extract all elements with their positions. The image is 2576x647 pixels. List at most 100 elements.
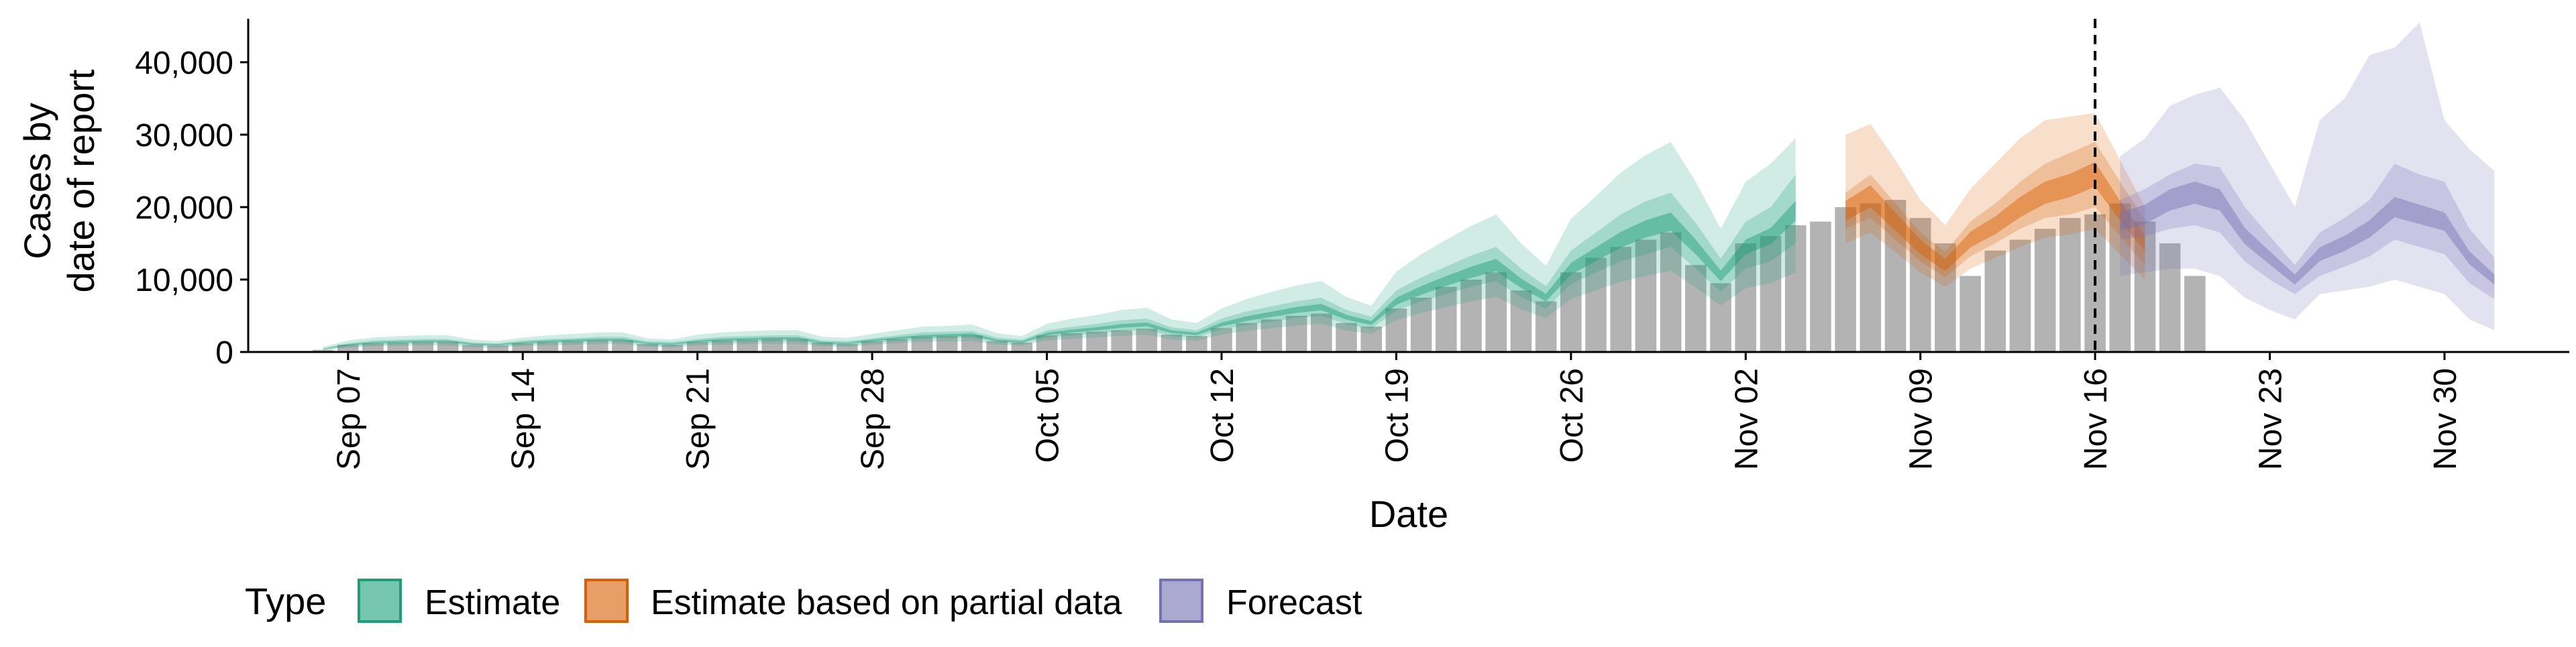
- case-bar: [1036, 335, 1058, 352]
- case-bar: [387, 343, 409, 352]
- case-bar: [986, 341, 1008, 352]
- y-axis-title-line2: date of report: [60, 69, 102, 293]
- reported-cases-bars: [312, 200, 2206, 352]
- case-bar: [362, 343, 384, 352]
- x-tick-label: Oct 12: [1205, 368, 1240, 463]
- legend-label-partial: Estimate based on partial data: [651, 583, 1122, 622]
- legend: Type Estimate Estimate based on partial …: [245, 579, 1362, 623]
- case-bar: [1311, 313, 1332, 352]
- case-bar: [1909, 218, 1931, 352]
- case-bar: [537, 341, 559, 352]
- case-bar: [561, 341, 584, 352]
- case-bar: [961, 335, 983, 352]
- case-bar: [2184, 276, 2206, 352]
- case-bar: [1610, 247, 1631, 352]
- case-bar: [1535, 301, 1557, 352]
- y-axis-ticks: 0 10,000 20,000 30,000 40,000: [135, 46, 248, 371]
- x-tick-label: Sep 07: [331, 368, 367, 470]
- case-bar: [2134, 221, 2156, 352]
- case-bar: [1285, 316, 1307, 352]
- case-bar: [1360, 327, 1382, 352]
- case-bar: [1460, 280, 1482, 352]
- case-bar: [1485, 272, 1507, 352]
- case-bar: [786, 339, 808, 352]
- case-bar: [1086, 331, 1108, 352]
- case-bar: [1810, 221, 1831, 352]
- case-bar: [312, 349, 334, 352]
- estimate-based-on-partial-data-series: [1845, 113, 2145, 287]
- x-tick-label: Nov 30: [2428, 368, 2463, 470]
- case-bar: [1236, 322, 1257, 352]
- y-tick-label: 10,000: [135, 263, 233, 298]
- legend-label-forecast: Forecast: [1226, 583, 1362, 622]
- case-bar: [1136, 329, 1158, 352]
- y-tick-label: 40,000: [135, 46, 233, 81]
- case-bar: [861, 341, 883, 352]
- case-bar: [761, 339, 784, 352]
- case-bar: [412, 341, 434, 352]
- y-tick-label: 20,000: [135, 190, 233, 226]
- x-tick-label: Nov 16: [2078, 368, 2114, 470]
- x-tick-label: Oct 05: [1030, 368, 1066, 463]
- case-bar: [1884, 200, 1907, 352]
- x-tick-label: Nov 09: [1904, 368, 1939, 470]
- case-bar: [2159, 243, 2181, 352]
- case-bar: [462, 345, 484, 352]
- x-tick-label: Oct 26: [1554, 368, 1590, 463]
- legend-title: Type: [245, 580, 326, 622]
- case-bar: [337, 345, 359, 352]
- legend-key-partial: [584, 579, 629, 623]
- case-bar: [911, 337, 933, 352]
- case-bar: [1760, 236, 1782, 352]
- x-axis-ticks: Sep 07 Sep 14 Sep 21 Sep 28 Oct 05 Oct 12 Oct …: [331, 352, 2463, 470]
- case-bar: [637, 344, 659, 352]
- x-tick-label: Nov 23: [2253, 368, 2289, 470]
- case-bar: [512, 343, 533, 352]
- inner-interval-band: [323, 174, 1796, 350]
- case-bar: [1935, 243, 1956, 352]
- case-bar: [1211, 328, 1232, 352]
- inner-interval-band: [1845, 141, 2145, 278]
- case-bar: [1336, 322, 1357, 352]
- case-bar: [1960, 276, 1981, 352]
- x-axis-title: Date: [1369, 493, 1448, 535]
- case-bar: [1410, 298, 1432, 352]
- case-bar: [1186, 336, 1208, 352]
- x-tick-label: Nov 02: [1729, 368, 1764, 470]
- case-bar: [587, 340, 608, 352]
- case-bar: [1011, 343, 1033, 352]
- case-bar: [686, 341, 708, 352]
- case-bar: [612, 340, 633, 352]
- case-bar: [1835, 207, 1856, 352]
- case-bar: [1784, 225, 1807, 352]
- case-bar: [1161, 335, 1183, 352]
- case-bar: [437, 341, 459, 352]
- outer-interval-band: [2120, 22, 2495, 331]
- legend-key-forecast: [1159, 579, 1203, 623]
- x-tick-label: Sep 28: [855, 368, 891, 470]
- case-bar: [936, 336, 958, 352]
- median-band: [1845, 162, 2145, 272]
- legend-label-estimate: Estimate: [425, 583, 560, 622]
- x-tick-label: Oct 19: [1379, 368, 1415, 463]
- legend-key-estimate: [358, 579, 402, 623]
- outer-interval-band: [323, 138, 1796, 351]
- case-bar: [1385, 308, 1407, 352]
- case-bar: [1984, 250, 2006, 352]
- estimate-series: [323, 138, 1796, 351]
- case-bar: [2034, 229, 2056, 352]
- inner-interval-band: [2120, 164, 2495, 300]
- case-bar: [1560, 272, 1582, 352]
- case-bar: [837, 344, 858, 352]
- case-bar: [2109, 203, 2131, 352]
- y-tick-label: 0: [215, 335, 233, 371]
- case-bar: [1585, 257, 1607, 352]
- x-tick-label: Sep 14: [506, 368, 541, 470]
- median-band: [2120, 181, 2495, 285]
- outer-interval-band: [1845, 113, 2145, 287]
- case-bar: [737, 339, 758, 352]
- case-bar: [811, 343, 833, 352]
- axes: [247, 19, 2569, 353]
